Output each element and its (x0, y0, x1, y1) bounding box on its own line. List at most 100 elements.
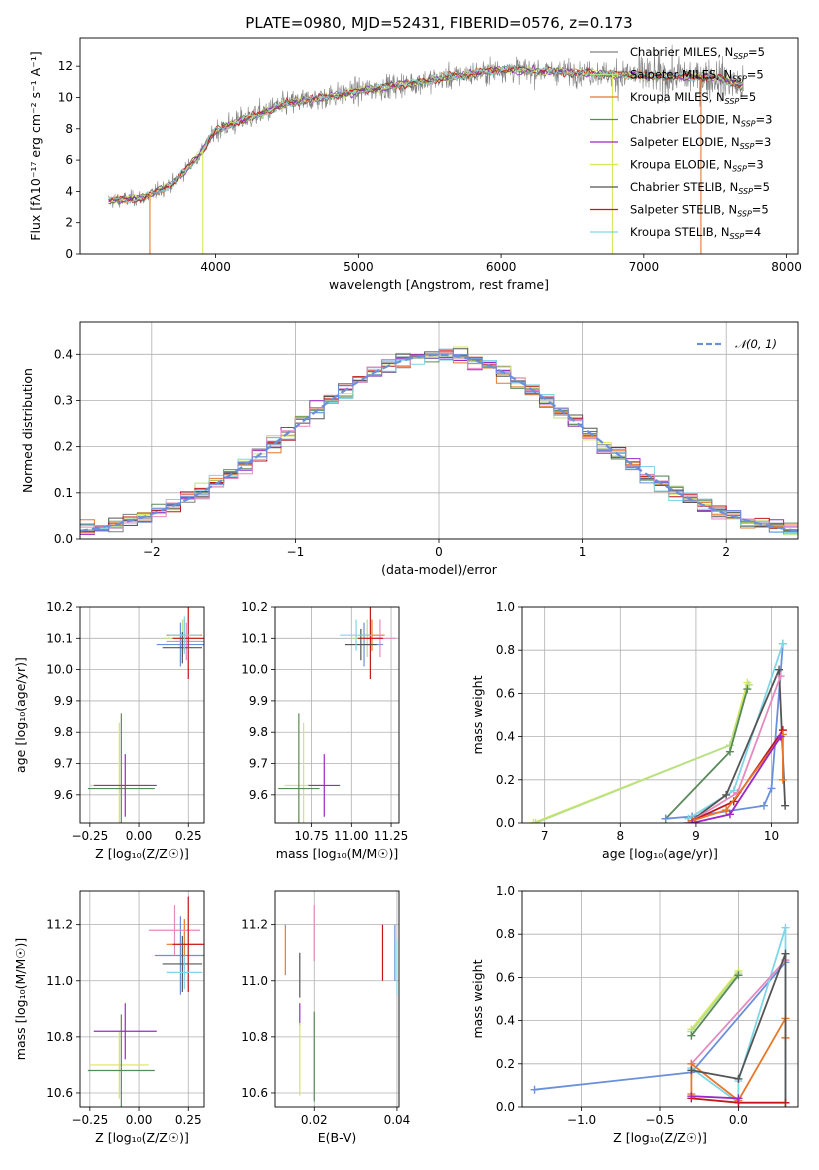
weight-marker (725, 747, 734, 756)
x-axis-label: (data-model)/error (381, 562, 498, 577)
y-tick-label: 1.0 (496, 600, 515, 614)
y-tick-label: 8 (65, 122, 73, 136)
x-tick-label: 0.02 (301, 1113, 328, 1127)
weight-marker (529, 819, 538, 823)
weight-series (687, 971, 743, 1040)
errorbar-point (87, 713, 155, 823)
errorbar-point (162, 632, 203, 664)
weight-line (690, 974, 740, 1037)
x-tick-label: 10.75 (294, 829, 328, 843)
weight-marker (687, 1031, 696, 1040)
y-tick-label: 11.0 (46, 974, 73, 988)
weight-line (690, 959, 787, 1065)
axes-frame (274, 890, 400, 1108)
y-tick-label: 0.6 (496, 970, 515, 984)
y-tick-label: 0.2 (54, 440, 73, 454)
axes-mass-vs-ebv: 0.02 0.04 10.6 10.8 11.0 11.2 E(B-V) (241, 890, 410, 1145)
y-tick-label: 9.9 (54, 694, 73, 708)
weight-marker (734, 1074, 743, 1083)
x-axis-label: Z [log₁₀(Z/Z☉)] (95, 1130, 189, 1145)
y-axis-label: Flux [fλ10⁻¹⁷ erg cm⁻² s⁻¹ A⁻¹] (28, 51, 43, 240)
weight-marker (722, 790, 731, 799)
x-tick-label: 0.0 (729, 1113, 748, 1127)
normal-curve-line (80, 353, 798, 532)
weight-line (691, 1095, 739, 1100)
y-tick-label: 0.8 (496, 927, 515, 941)
axes-frame (79, 890, 205, 1108)
y-tick-label: 0.4 (496, 730, 515, 744)
x-tick-label: −0.25 (71, 829, 108, 843)
plot-area (108, 44, 744, 254)
errorbar-point (93, 1003, 157, 1060)
plot-area (80, 891, 204, 1107)
x-tick-label: 7000 (629, 260, 660, 274)
errorbar-point (166, 622, 204, 661)
legend-label: Chabrier STELIB, NSSP=5 (630, 180, 770, 196)
x-tick-label: 8 (616, 829, 624, 843)
y-tick-label: 10.8 (46, 1030, 73, 1044)
x-tick-label: 9 (692, 829, 700, 843)
legend: 𝒩(0, 1) (697, 337, 777, 351)
weight-marker (781, 801, 790, 810)
axes-weight-vs-age: 7 8 9 10 0.0 0.2 0.4 0.6 0.8 1.0 age [log₁₀(age/yr… (470, 600, 799, 861)
errorbar-point (93, 754, 157, 817)
weight-marker (722, 806, 731, 815)
y-tick-label: 9.9 (249, 694, 268, 708)
errorbar-point (172, 607, 204, 679)
y-tick-label: 10.0 (46, 663, 73, 677)
weight-marker (661, 814, 670, 823)
plot-area (275, 607, 399, 823)
legend-label: Chabrier MILES, NSSP=5 (630, 45, 765, 61)
weight-marker (781, 949, 790, 958)
x-tick-label: 7 (541, 829, 549, 843)
chart-title: PLATE=0980, MJD=52431, FIBERID=0576, z=0… (245, 14, 632, 32)
weight-marker (734, 971, 743, 980)
y-tick-label: 0.8 (496, 643, 515, 657)
axes-frame (521, 890, 799, 1108)
y-tick-label: 0.0 (496, 1100, 515, 1114)
x-tick-label: −1.0 (567, 1113, 596, 1127)
y-tick-label: 10.8 (241, 1030, 268, 1044)
errorbar-point (340, 619, 372, 651)
y-tick-label: 10.2 (241, 600, 268, 614)
x-tick-label: 5000 (343, 260, 374, 274)
legend-label: Kroupa STELIB, NSSP=4 (630, 225, 761, 241)
y-tick-label: 0.3 (54, 393, 73, 407)
y-tick-label: 2 (65, 216, 73, 230)
weight-line (690, 972, 740, 1032)
errorbar-point (154, 916, 204, 995)
errorbar-point (166, 955, 203, 990)
weight-marker (778, 775, 787, 784)
weight-marker (776, 672, 785, 681)
x-axis-label: age [log₁₀(age/yr)] (602, 846, 718, 861)
x-tick-label: 8000 (771, 260, 802, 274)
legend-label: Salpeter ELODIE, NSSP=3 (630, 135, 771, 151)
plot-area (275, 891, 399, 1107)
y-axis-label: age [log₁₀(age/yr)] (13, 657, 28, 773)
x-tick-label: −0.25 (71, 1113, 108, 1127)
errorbar-point (357, 607, 384, 679)
y-tick-label: 9.8 (54, 725, 73, 739)
legend-label: Chabrier ELODIE, NSSP=3 (630, 113, 772, 129)
x-tick-label: 0.00 (126, 1113, 153, 1127)
plot-area (80, 322, 798, 539)
legend-label: Salpeter STELIB, NSSP=5 (630, 203, 769, 219)
x-tick-label: −0.5 (645, 1113, 674, 1127)
x-tick-label: 11.25 (374, 829, 408, 843)
axes-mass-vs-Z: −0.25 0.00 0.25 10.6 10.8 11.0 11.2 Z [log₁₀(Z/… (13, 890, 205, 1145)
axes-frame (521, 606, 799, 824)
y-tick-label: 9.6 (54, 788, 73, 802)
y-tick-label: 10.6 (46, 1086, 73, 1100)
legend-label: Salpeter MILES, NSSP=5 (630, 68, 764, 84)
axes-frame (274, 606, 400, 824)
y-axis-label: Normed distribution (20, 368, 35, 493)
weight-marker (767, 784, 776, 793)
y-tick-label: 10 (58, 90, 73, 104)
weight-marker (744, 680, 753, 689)
y-tick-label: 9.7 (54, 757, 73, 771)
weight-line (691, 731, 784, 822)
errorbar-point (172, 896, 204, 992)
x-tick-label: 1 (579, 545, 587, 559)
y-tick-label: 0 (65, 247, 73, 261)
weight-marker (530, 1085, 539, 1094)
